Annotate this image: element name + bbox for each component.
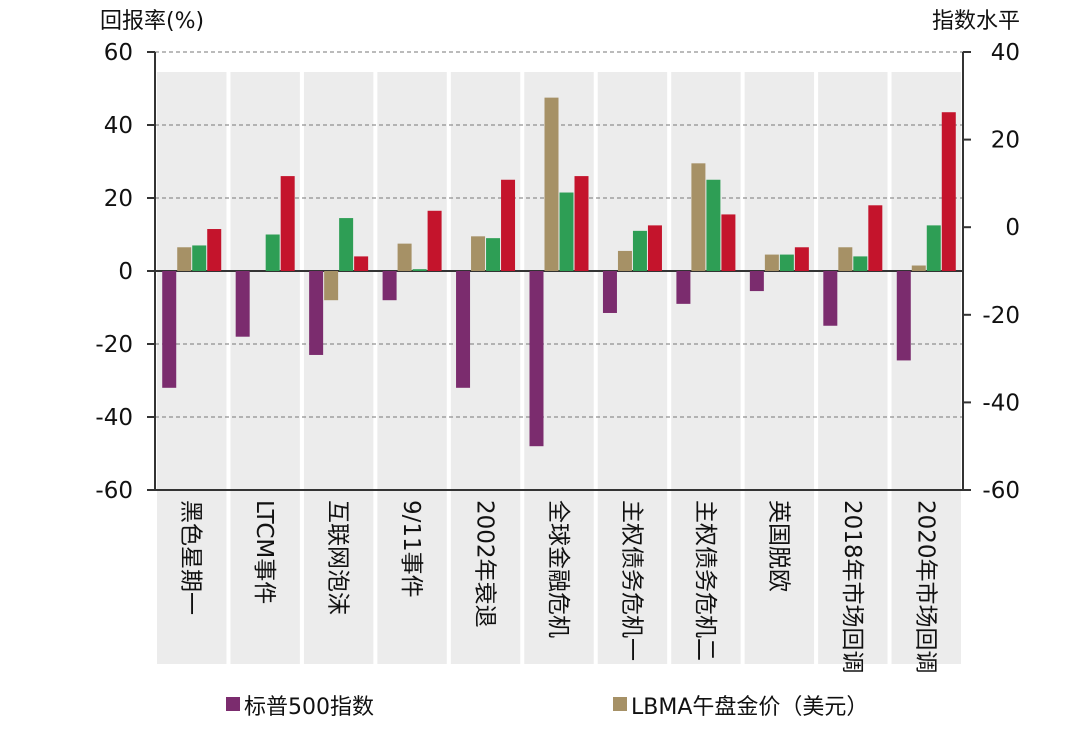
bar-green-series — [706, 179, 721, 271]
category-band — [671, 72, 741, 664]
bar-red-series — [427, 210, 442, 271]
bar-green-series — [853, 256, 868, 271]
bar-green-series — [412, 269, 427, 271]
bar-sp500 — [529, 271, 544, 447]
bar-gold — [838, 247, 853, 271]
bar-sp500 — [456, 271, 471, 388]
category-label: 主权债务危机一 — [618, 500, 644, 661]
bar-gold — [177, 247, 192, 271]
category-band — [818, 72, 888, 664]
category-label: 全球金融危机 — [545, 500, 571, 638]
y-right-tick-label: 40 — [991, 40, 1020, 66]
category-label: 英国脱欧 — [765, 500, 791, 592]
y-left-tick-label: 40 — [104, 113, 133, 139]
category-band — [303, 72, 374, 664]
bar-red-series — [280, 176, 295, 271]
y-left-tick-label: -40 — [95, 405, 133, 431]
bar-green-series — [926, 225, 941, 271]
bar-sp500 — [896, 271, 911, 361]
bar-gold — [397, 243, 412, 271]
y-left-tick-label: -60 — [95, 478, 133, 504]
legend-swatch-sp500 — [226, 697, 240, 711]
category-label: 主权债务危机二 — [692, 500, 718, 661]
bar-red-series — [868, 205, 883, 271]
bar-green-series — [632, 230, 647, 271]
bar-red-series — [941, 112, 956, 271]
category-band — [744, 72, 815, 664]
bar-sp500 — [382, 271, 397, 301]
y-left-tick-label: 0 — [118, 259, 133, 285]
y-right-tick-label: 0 — [1005, 215, 1020, 241]
category-label: 2020年市场回调 — [912, 500, 938, 674]
category-label: LTCM事件 — [251, 500, 277, 604]
y-right-tick-label: -40 — [982, 390, 1020, 416]
category-label: 黑色星期一 — [178, 500, 204, 615]
bar-sp500 — [676, 271, 691, 304]
bar-sp500 — [309, 271, 324, 355]
bar-red-series — [354, 256, 369, 271]
category-band — [377, 72, 447, 664]
bar-red-series — [501, 179, 516, 271]
category-label: 9/11事件 — [398, 500, 424, 598]
bar-red-series — [794, 247, 809, 271]
legend: 标普500指数 LBMA午盘金价（美元） — [226, 695, 868, 720]
legend-label-gold: LBMA午盘金价（美元） — [631, 695, 868, 720]
bar-sp500 — [823, 271, 838, 326]
y-left-tick-label: 60 — [104, 40, 133, 66]
bar-red-series — [207, 229, 222, 271]
y-left-tick-label: -20 — [95, 332, 133, 358]
bar-gold — [911, 265, 926, 271]
y-left-axis-title: 回报率(%) — [100, 9, 204, 34]
category-label: 2018年市场回调 — [839, 500, 865, 674]
y-right-tick-label: -20 — [982, 303, 1020, 329]
tick-labels: 60 40 20 0 -20 -40 -60 40 20 0 -20 -40 -60 — [95, 40, 1020, 504]
y-right-tick-label: -60 — [982, 478, 1020, 504]
category-band — [230, 72, 300, 664]
legend-swatch-gold — [613, 697, 627, 711]
bar-green-series — [265, 234, 280, 271]
bar-gold — [617, 250, 632, 271]
bar-gold — [324, 271, 339, 301]
bar-red-series — [721, 214, 736, 271]
bar-sp500 — [749, 271, 764, 292]
bar-green-series — [779, 254, 794, 271]
category-label: 2002年衰退 — [472, 500, 498, 628]
y-right-axis-title: 指数水平 — [932, 9, 1020, 34]
bar-green-series — [192, 245, 207, 271]
bar-sp500 — [235, 271, 250, 337]
bar-green-series — [559, 192, 574, 271]
bar-green-series — [486, 238, 501, 271]
bar-gold — [764, 254, 779, 271]
bar-sp500 — [602, 271, 617, 313]
bar-gold — [471, 236, 486, 271]
category-band — [597, 72, 668, 664]
y-left-tick-label: 20 — [104, 186, 133, 212]
bar-sp500 — [162, 271, 177, 388]
bar-gold — [544, 97, 559, 271]
bars — [162, 97, 956, 447]
bar-gold — [691, 163, 706, 271]
category-label: 互联网泡沫 — [325, 500, 351, 615]
bar-red-series — [647, 225, 662, 271]
bar-green-series — [339, 218, 354, 271]
category-labels: 黑色星期一 LTCM事件 互联网泡沫 9/11事件 2002年衰退 全球金融危机 主权债务危… — [178, 500, 939, 674]
bar-red-series — [574, 176, 589, 271]
legend-label-sp500: 标普500指数 — [244, 695, 374, 720]
y-right-tick-label: 20 — [991, 128, 1020, 154]
